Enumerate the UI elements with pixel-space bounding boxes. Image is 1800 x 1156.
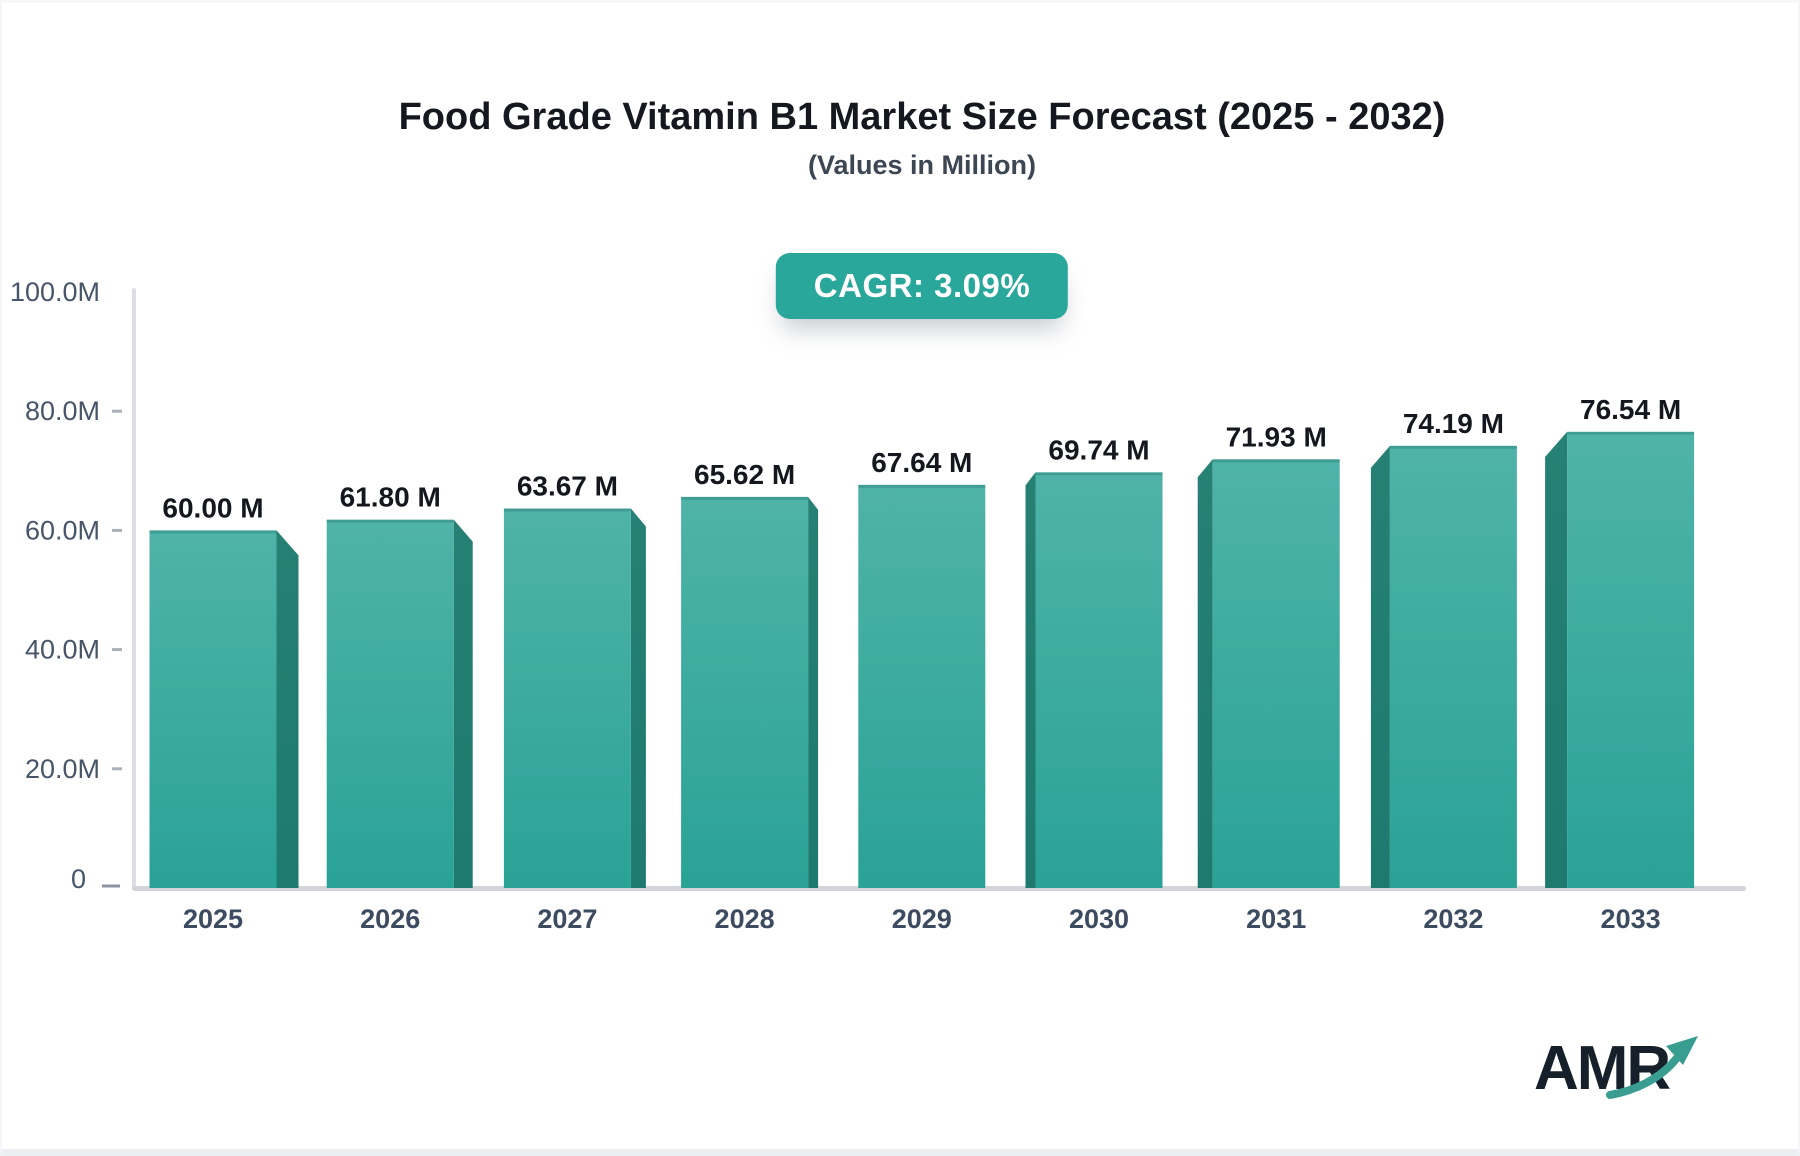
bar [1212, 459, 1340, 888]
bar-top-edge [1035, 472, 1163, 476]
y-axis-label: 60.0M [25, 515, 100, 545]
y-axis-label: 40.0M [25, 635, 100, 665]
bar-top-edge [149, 530, 277, 534]
x-axis-label: 2027 [537, 904, 597, 934]
bar [503, 508, 631, 888]
amr-logo: AMR [1534, 1030, 1714, 1120]
bar-group-2026: 61.80 M 2026 [326, 482, 473, 934]
bar-side [1545, 431, 1568, 888]
x-axis-label: 2032 [1423, 904, 1483, 934]
x-axis-label: 2028 [715, 904, 775, 934]
bar-top-edge [503, 508, 631, 512]
bar-top-edge [1389, 445, 1517, 449]
x-axis-label: 2031 [1246, 904, 1306, 934]
bar-group-2027: 63.67 M 2027 [503, 471, 646, 934]
bar-group-2029: 67.64 M 2029 [858, 447, 986, 934]
bar-top-edge [1567, 431, 1695, 435]
bar-value-label: 74.19 M [1403, 408, 1504, 439]
bar-group-2031: 71.93 M 2031 [1197, 421, 1340, 934]
bar-value-label: 63.67 M [517, 471, 618, 502]
bar [149, 530, 277, 888]
bar [1389, 445, 1517, 888]
bar [1035, 472, 1163, 888]
bar-side [1025, 472, 1036, 888]
bar-side [1197, 459, 1213, 888]
chart-title: Food Grade Vitamin B1 Market Size Foreca… [398, 96, 1446, 138]
bar-group-2033: 76.54 M 2033 [1545, 394, 1695, 934]
bar-top-edge [681, 496, 809, 500]
bar [858, 484, 986, 888]
chart-subtitle: (Values in Million) [807, 150, 1037, 180]
bar-value-label: 61.80 M [340, 482, 441, 513]
bar-group-2032: 74.19 M 2032 [1370, 408, 1517, 934]
y-axis-label: 80.0M [25, 396, 100, 426]
x-axis-label: 2026 [360, 904, 420, 934]
bar-side [276, 530, 299, 888]
bar-value-label: 60.00 M [162, 492, 263, 523]
bar-value-label: 71.93 M [1226, 421, 1327, 452]
cagr-badge-label: CAGR: 3.09% [813, 267, 1031, 304]
bar [1567, 431, 1695, 888]
bar [326, 519, 454, 888]
amr-logo-text: AMR [1534, 1034, 1671, 1103]
x-axis-label: 2030 [1069, 904, 1129, 934]
bar-group-2028: 65.62 M 2028 [681, 459, 819, 934]
bar-side [808, 496, 819, 888]
y-axis-label: 20.0M [25, 754, 100, 784]
logo-arrow-icon [1606, 1036, 1698, 1099]
y-axis-label: 0 [71, 864, 86, 894]
bar-side [630, 508, 646, 888]
x-axis-label: 2029 [892, 904, 952, 934]
bar-group-2030: 69.74 M 2030 [1025, 434, 1163, 934]
x-axis-label: 2033 [1601, 904, 1661, 934]
bar-value-label: 69.74 M [1048, 434, 1149, 465]
bar-side [453, 519, 473, 888]
bar-top-edge [858, 484, 986, 488]
bar-side [1370, 445, 1390, 888]
bar [681, 496, 809, 888]
bar-group-2025: 60.00 M 2025 [149, 492, 299, 934]
bar-value-label: 76.54 M [1580, 394, 1681, 425]
bar-top-edge [1212, 459, 1340, 463]
y-axis-label: 100.0M [10, 277, 100, 307]
bar-top-edge [326, 519, 454, 523]
bar-value-label: 65.62 M [694, 459, 795, 490]
x-axis-label: 2025 [183, 904, 243, 934]
cagr-badge: CAGR: 3.09% [775, 253, 1069, 319]
bar-value-label: 67.64 M [871, 447, 972, 478]
